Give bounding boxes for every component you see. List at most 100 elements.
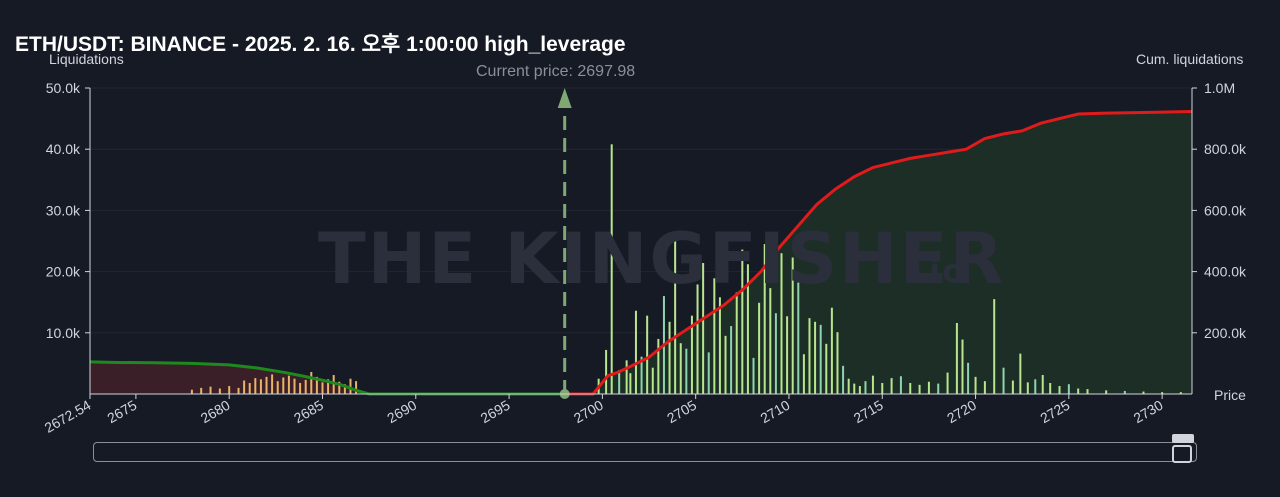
long-liq-bar <box>200 387 203 394</box>
short-liq-bar <box>625 360 628 394</box>
short-liq-bar <box>618 370 621 394</box>
current-price-arrow <box>557 88 572 108</box>
short-liq-bar <box>696 284 699 394</box>
long-liq-bar <box>254 378 257 394</box>
short-liq-bar <box>605 349 608 394</box>
short-liq-bar <box>899 376 902 394</box>
short-liq-bar <box>937 383 940 394</box>
short-liq-bar <box>758 302 761 394</box>
x-tick-label: 2675 <box>104 397 139 427</box>
short-liq-bar <box>853 383 856 394</box>
short-liq-bar <box>713 278 716 394</box>
y-right-tick-label: 400.0k <box>1204 264 1247 280</box>
short-liq-bar <box>890 378 893 394</box>
short-liq-bar <box>808 318 811 394</box>
short-liq-bar <box>646 315 649 394</box>
short-liq-bar <box>707 352 710 394</box>
cumulative-areas <box>90 111 1192 394</box>
short-liq-bar <box>802 354 805 394</box>
short-liq-bar <box>1142 391 1145 394</box>
long-liq-bar <box>349 378 352 394</box>
long-cum-area <box>90 361 565 394</box>
x-tick-label: 2680 <box>198 397 233 427</box>
long-liq-bar <box>228 386 231 394</box>
chart-title: ETH/USDT: BINANCE - 2025. 2. 16. 오후 1:00… <box>15 33 626 56</box>
short-liq-bar <box>735 292 738 394</box>
long-liq-bar <box>321 382 324 394</box>
short-liq-bar <box>1105 390 1108 394</box>
x-tick-label: 2710 <box>757 397 792 427</box>
short-cum-line <box>564 110 1193 396</box>
y-right-tick-label: 200.0k <box>1204 325 1247 341</box>
short-liq-bar <box>769 288 772 394</box>
short-liq-bar <box>974 376 977 394</box>
watermark-text: THE KINGFISHER <box>318 218 1006 300</box>
short-liq-bar <box>961 339 964 394</box>
short-liq-bar <box>1011 380 1014 394</box>
handle-bar <box>1172 445 1192 463</box>
short-liq-bar <box>1067 384 1070 394</box>
x-tick-label: 2685 <box>291 397 326 427</box>
short-liq-bar <box>825 343 828 394</box>
long-liq-bar <box>271 374 274 394</box>
short-liq-bar <box>1049 382 1052 394</box>
long-liq-bar <box>310 371 313 394</box>
short-liq-bar <box>1026 382 1029 394</box>
short-cum-area <box>564 111 1192 394</box>
short-liq-bar <box>909 382 912 394</box>
short-liq-bar <box>651 367 654 394</box>
short-liq-bar <box>763 244 766 394</box>
watermark-suffix: .io <box>915 252 967 290</box>
long-liq-bar <box>248 382 251 394</box>
short-liq-bar <box>993 299 996 394</box>
short-liq-bar <box>881 382 884 394</box>
short-liq-bar <box>1086 389 1089 394</box>
y-left-tick-label: 10.0k <box>46 325 81 341</box>
short-liq-bar <box>657 338 660 394</box>
short-liq-bar <box>774 313 777 394</box>
right-axis-title: Cum. liquidations <box>1136 51 1244 67</box>
long-liq-bar <box>237 387 240 394</box>
long-liq-bar <box>338 381 341 394</box>
short-liq-bar <box>1058 386 1061 394</box>
short-liq-bar <box>1123 390 1126 394</box>
short-liq-bar <box>668 321 671 394</box>
short-liq-bar <box>1041 375 1044 394</box>
range-slider-handle[interactable] <box>1170 434 1196 464</box>
long-liq-bar <box>287 375 290 394</box>
long-liq-bar <box>282 377 285 394</box>
short-liq-bar <box>741 249 744 394</box>
short-liq-bar <box>871 375 874 394</box>
x-tick-label: 2730 <box>1131 397 1166 427</box>
short-liq-bar <box>1019 353 1022 394</box>
short-liq-bar <box>955 323 958 394</box>
y-right-tick-label: 600.0k <box>1204 202 1247 218</box>
long-liq-bar <box>304 379 307 394</box>
short-liq-bar <box>752 357 755 394</box>
short-liq-bar <box>634 310 637 394</box>
short-liq-bar <box>1002 367 1005 394</box>
long-liq-bar <box>327 379 330 394</box>
short-liq-bar <box>842 365 845 394</box>
short-liq-bar <box>946 372 949 394</box>
long-liq-bar <box>259 379 262 394</box>
y-left-tick-label: 40.0k <box>46 141 81 157</box>
short-liq-bar <box>847 378 850 394</box>
x-tick-label: 2690 <box>384 397 419 427</box>
short-liq-bar <box>927 381 930 394</box>
x-tick-label: 2715 <box>851 397 886 427</box>
range-slider-track[interactable] <box>93 442 1197 462</box>
long-liq-bar <box>293 378 296 394</box>
long-liq-bar <box>343 384 346 394</box>
grip-icon <box>1172 434 1194 443</box>
liquidation-bars <box>190 144 1182 394</box>
long-liq-bar <box>190 389 193 394</box>
short-liq-bar <box>746 264 749 394</box>
short-liq-bar <box>1179 392 1182 394</box>
short-liq-bar <box>1077 388 1080 394</box>
x-tick-label: 2725 <box>1037 397 1072 427</box>
x-axis-title: Price <box>1214 387 1246 403</box>
short-liq-bar <box>730 326 733 394</box>
short-liq-bar <box>724 335 727 394</box>
